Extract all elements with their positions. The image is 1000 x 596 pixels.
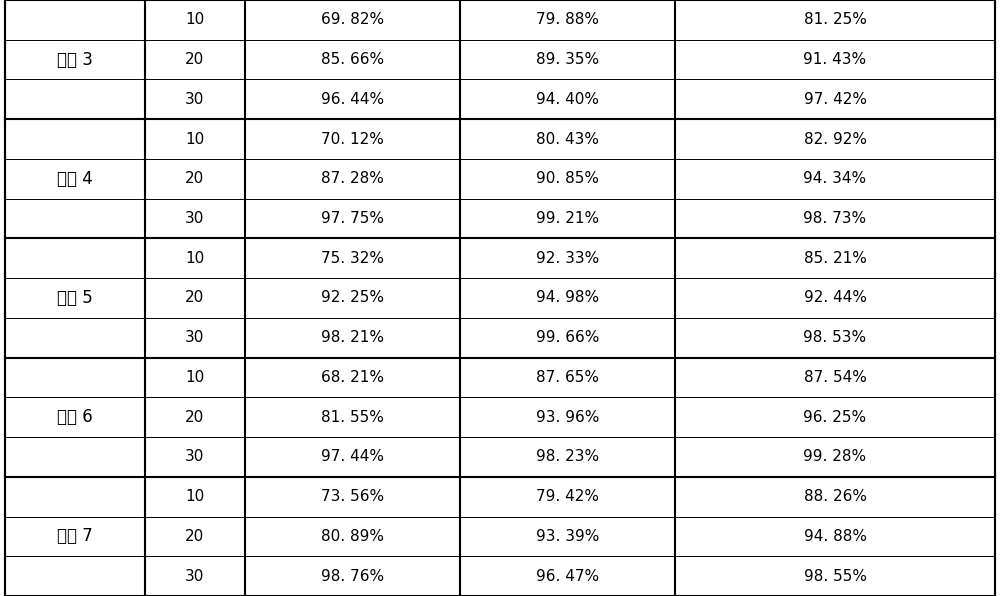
Text: 70. 12%: 70. 12%	[321, 132, 384, 147]
Text: 10: 10	[185, 489, 205, 504]
Text: 75. 32%: 75. 32%	[321, 251, 384, 266]
Text: 99. 66%: 99. 66%	[536, 330, 599, 345]
Text: 92. 44%: 92. 44%	[804, 290, 866, 306]
Text: 96. 44%: 96. 44%	[321, 92, 384, 107]
Text: 30: 30	[185, 211, 205, 226]
Text: 98. 76%: 98. 76%	[321, 569, 384, 583]
Text: 配方 6: 配方 6	[57, 408, 93, 426]
Text: 85. 66%: 85. 66%	[321, 52, 384, 67]
Text: 97. 42%: 97. 42%	[804, 92, 866, 107]
Text: 88. 26%: 88. 26%	[804, 489, 866, 504]
Text: 98. 23%: 98. 23%	[536, 449, 599, 464]
Text: 94. 98%: 94. 98%	[536, 290, 599, 306]
Text: 87. 65%: 87. 65%	[536, 370, 599, 385]
Text: 81. 55%: 81. 55%	[321, 409, 384, 425]
Text: 73. 56%: 73. 56%	[321, 489, 384, 504]
Text: 94. 40%: 94. 40%	[536, 92, 599, 107]
Text: 20: 20	[185, 52, 205, 67]
Text: 94. 34%: 94. 34%	[803, 171, 867, 187]
Text: 96. 25%: 96. 25%	[803, 409, 867, 425]
Text: 配方 7: 配方 7	[57, 527, 93, 545]
Text: 81. 25%: 81. 25%	[804, 13, 866, 27]
Text: 93. 96%: 93. 96%	[536, 409, 599, 425]
Text: 97. 44%: 97. 44%	[321, 449, 384, 464]
Text: 30: 30	[185, 569, 205, 583]
Text: 98. 53%: 98. 53%	[803, 330, 867, 345]
Text: 30: 30	[185, 92, 205, 107]
Text: 93. 39%: 93. 39%	[536, 529, 599, 544]
Text: 91. 43%: 91. 43%	[803, 52, 867, 67]
Text: 79. 42%: 79. 42%	[536, 489, 599, 504]
Text: 20: 20	[185, 529, 205, 544]
Text: 80. 89%: 80. 89%	[321, 529, 384, 544]
Text: 98. 21%: 98. 21%	[321, 330, 384, 345]
Text: 68. 21%: 68. 21%	[321, 370, 384, 385]
Text: 94. 88%: 94. 88%	[804, 529, 866, 544]
Text: 85. 21%: 85. 21%	[804, 251, 866, 266]
Text: 99. 21%: 99. 21%	[536, 211, 599, 226]
Text: 99. 28%: 99. 28%	[803, 449, 867, 464]
Text: 10: 10	[185, 251, 205, 266]
Text: 30: 30	[185, 330, 205, 345]
Text: 90. 85%: 90. 85%	[536, 171, 599, 187]
Text: 98. 73%: 98. 73%	[803, 211, 867, 226]
Text: 10: 10	[185, 132, 205, 147]
Text: 97. 75%: 97. 75%	[321, 211, 384, 226]
Text: 20: 20	[185, 171, 205, 187]
Text: 配方 4: 配方 4	[57, 170, 93, 188]
Text: 79. 88%: 79. 88%	[536, 13, 599, 27]
Text: 20: 20	[185, 409, 205, 425]
Text: 98. 55%: 98. 55%	[804, 569, 866, 583]
Text: 92. 33%: 92. 33%	[536, 251, 599, 266]
Text: 96. 47%: 96. 47%	[536, 569, 599, 583]
Text: 82. 92%: 82. 92%	[804, 132, 866, 147]
Text: 配方 5: 配方 5	[57, 289, 93, 307]
Text: 10: 10	[185, 13, 205, 27]
Text: 配方 3: 配方 3	[57, 51, 93, 69]
Text: 87. 28%: 87. 28%	[321, 171, 384, 187]
Text: 89. 35%: 89. 35%	[536, 52, 599, 67]
Text: 92. 25%: 92. 25%	[321, 290, 384, 306]
Text: 87. 54%: 87. 54%	[804, 370, 866, 385]
Text: 20: 20	[185, 290, 205, 306]
Text: 80. 43%: 80. 43%	[536, 132, 599, 147]
Text: 10: 10	[185, 370, 205, 385]
Text: 69. 82%: 69. 82%	[321, 13, 384, 27]
Text: 30: 30	[185, 449, 205, 464]
